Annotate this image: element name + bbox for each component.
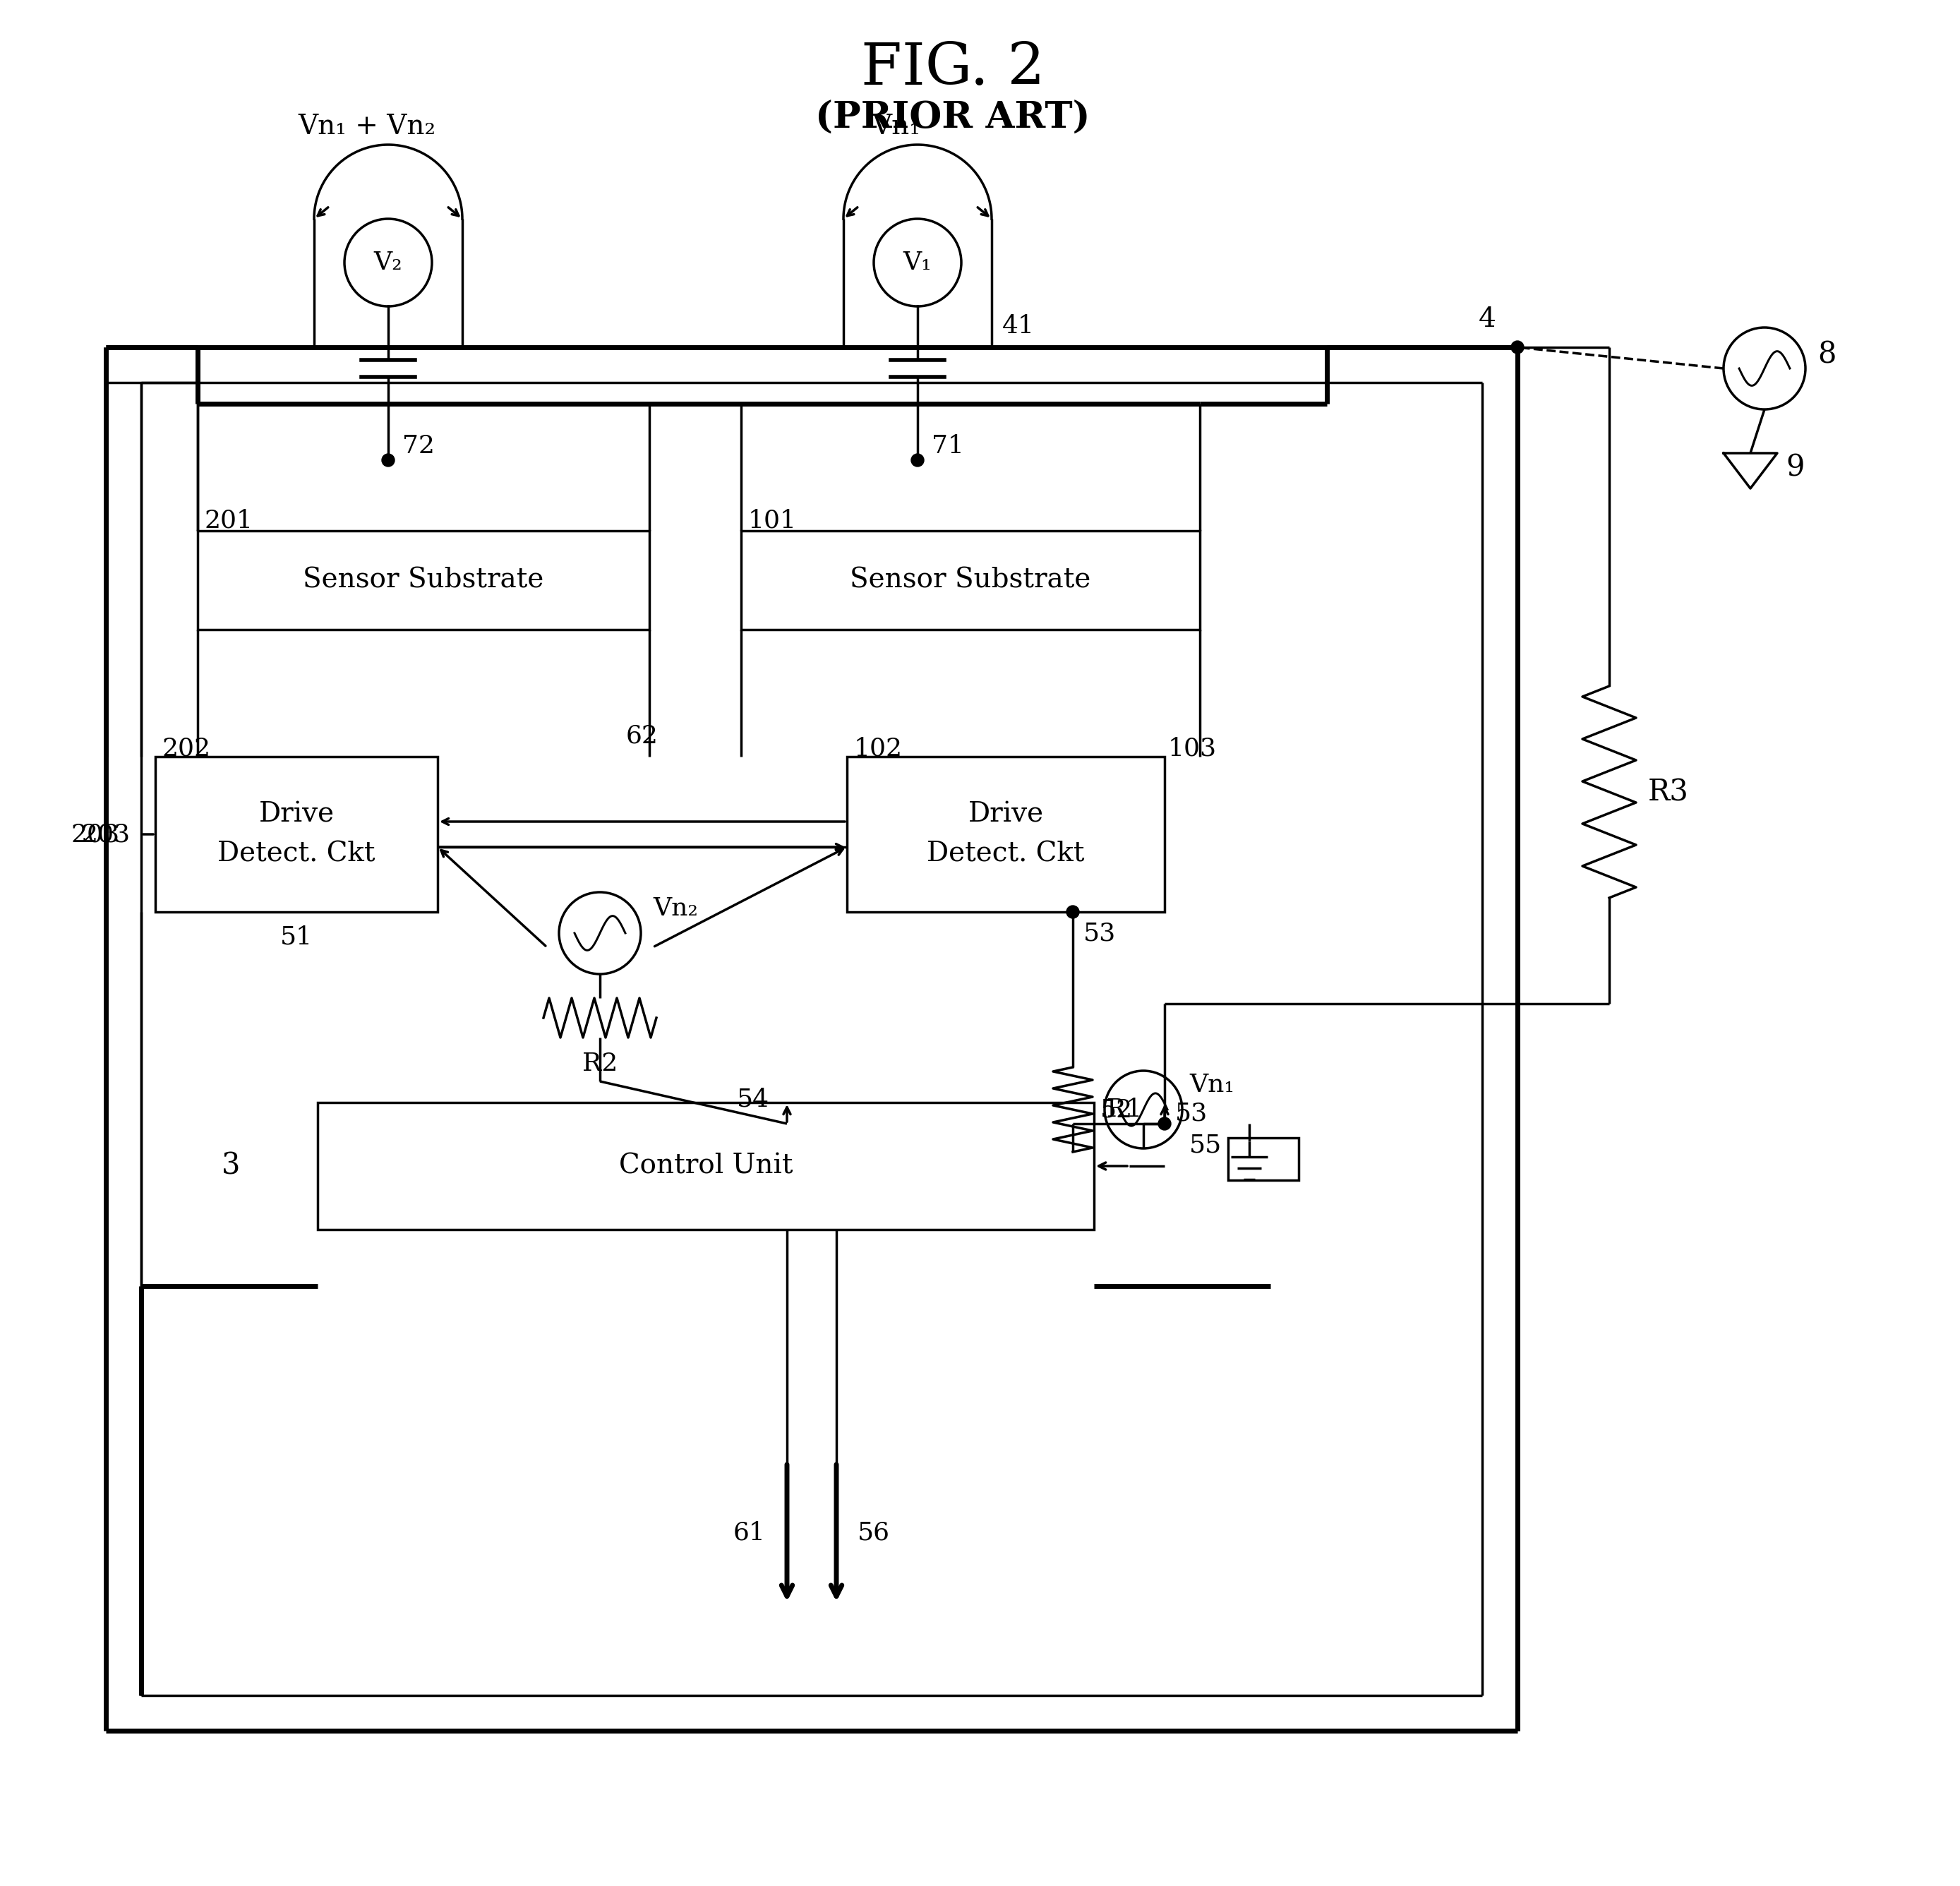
Text: 61: 61 <box>733 1522 766 1545</box>
Text: R2: R2 <box>582 1052 617 1075</box>
Text: 201: 201 <box>204 507 253 532</box>
Text: 102: 102 <box>855 736 904 760</box>
Text: Drive: Drive <box>968 802 1043 828</box>
Text: 54: 54 <box>737 1086 770 1111</box>
Text: 71: 71 <box>931 434 964 458</box>
Text: 51: 51 <box>280 924 314 949</box>
Text: 203: 203 <box>82 822 131 847</box>
Text: 52: 52 <box>1100 1098 1133 1122</box>
Text: Drive: Drive <box>259 802 335 828</box>
Bar <box>741 530 1200 630</box>
Text: 3: 3 <box>221 1150 239 1181</box>
Text: R3: R3 <box>1648 777 1690 807</box>
Text: (PRIOR ART): (PRIOR ART) <box>815 100 1090 136</box>
Bar <box>155 756 437 913</box>
Text: V₁: V₁ <box>904 251 931 275</box>
Text: 203: 203 <box>71 822 120 847</box>
Text: 62: 62 <box>625 724 659 747</box>
Text: Vn₁ + Vn₂: Vn₁ + Vn₂ <box>298 113 435 140</box>
Circle shape <box>1723 328 1805 409</box>
Text: 72: 72 <box>402 434 435 458</box>
Text: 56: 56 <box>858 1522 890 1545</box>
Bar <box>1229 1137 1299 1181</box>
Text: FIG. 2: FIG. 2 <box>860 40 1045 96</box>
Text: 53: 53 <box>1176 1101 1207 1126</box>
Circle shape <box>559 892 641 973</box>
Circle shape <box>874 219 960 306</box>
Text: Vn₁: Vn₁ <box>1190 1073 1235 1098</box>
Circle shape <box>911 455 923 466</box>
Text: V₂: V₂ <box>374 251 402 275</box>
Text: Sensor Substrate: Sensor Substrate <box>851 568 1092 594</box>
Text: 55: 55 <box>1190 1133 1221 1156</box>
Text: 53: 53 <box>1084 920 1115 945</box>
Text: 8: 8 <box>1817 339 1837 370</box>
Text: R1: R1 <box>1107 1098 1143 1122</box>
Text: 4: 4 <box>1478 306 1495 332</box>
Bar <box>198 530 649 630</box>
Text: 41: 41 <box>1002 315 1035 338</box>
Circle shape <box>345 219 431 306</box>
Text: Sensor Substrate: Sensor Substrate <box>304 568 545 594</box>
Text: 101: 101 <box>749 507 798 532</box>
Text: Detect. Ckt: Detect. Ckt <box>927 841 1084 868</box>
Circle shape <box>1158 1117 1170 1130</box>
Bar <box>847 756 1164 913</box>
Circle shape <box>1066 905 1080 918</box>
Text: Vn₁: Vn₁ <box>872 113 921 140</box>
Circle shape <box>1105 1071 1182 1149</box>
Bar <box>318 1103 1094 1230</box>
Text: Detect. Ckt: Detect. Ckt <box>218 841 374 868</box>
Text: 103: 103 <box>1168 736 1217 760</box>
Text: Vn₂: Vn₂ <box>653 896 698 920</box>
Circle shape <box>382 455 394 466</box>
Text: 9: 9 <box>1786 453 1805 483</box>
Circle shape <box>1511 341 1523 355</box>
Text: 202: 202 <box>163 736 212 760</box>
Text: Control Unit: Control Unit <box>619 1152 792 1179</box>
